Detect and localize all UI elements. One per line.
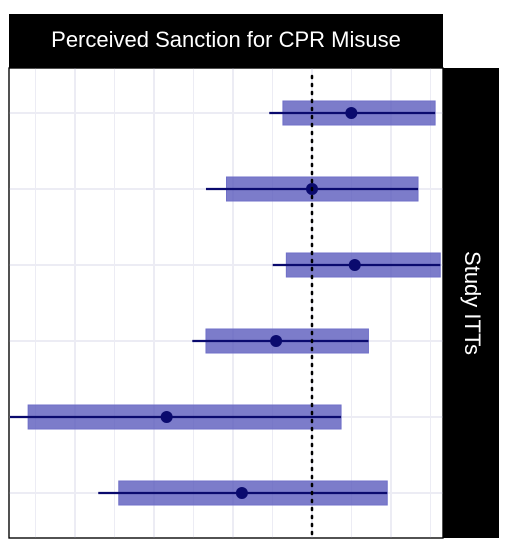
plot-panel (8, 67, 444, 539)
estimate-row (192, 328, 369, 354)
point-estimate (160, 411, 173, 423)
point-estimate (235, 487, 248, 499)
point-estimate (270, 335, 283, 347)
estimate-row (10, 404, 342, 430)
estimate-row (272, 252, 441, 278)
chart-title: Perceived Sanction for CPR Misuse (51, 27, 401, 52)
plot-panel-border (8, 67, 444, 539)
facet-label: Study ITTs (460, 251, 485, 355)
estimate-row (269, 100, 436, 126)
title-strip (9, 14, 443, 68)
point-estimate (348, 259, 361, 271)
point-estimate (345, 107, 358, 119)
facet-strip (443, 68, 499, 538)
estimate-rows (10, 100, 441, 506)
estimate-row (98, 480, 388, 506)
